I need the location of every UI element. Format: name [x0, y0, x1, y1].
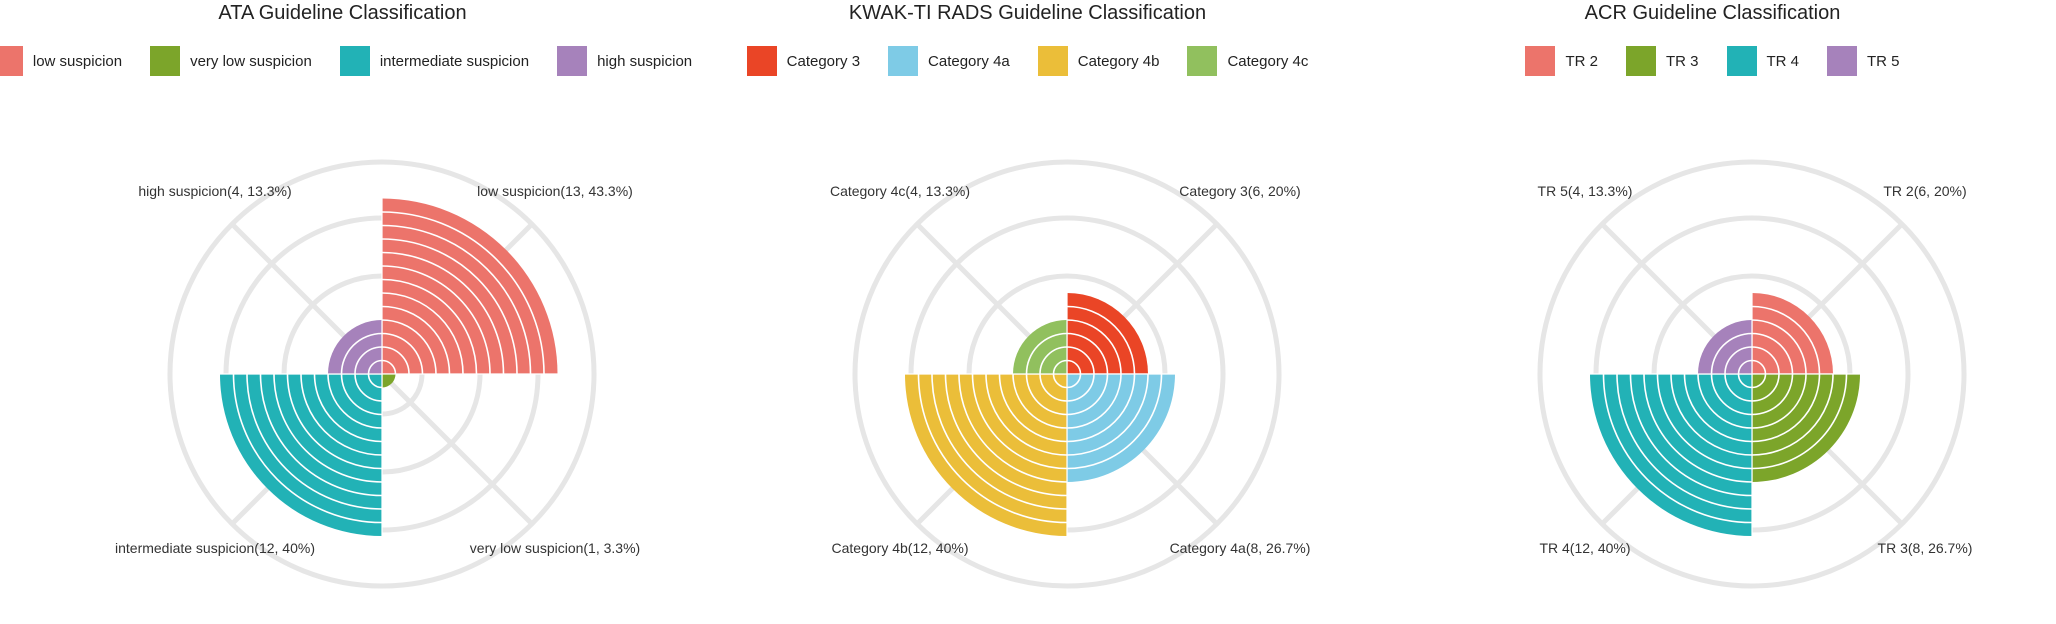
legend-swatch	[1525, 46, 1556, 76]
legend-swatch	[339, 46, 370, 76]
legend-label: very low suspicion	[190, 52, 312, 70]
slice-label: Category 3(6, 20%)	[1179, 183, 1300, 199]
legend-label: low suspicion	[32, 52, 123, 70]
slice-label: Category 4a(8, 26.7%)	[1170, 540, 1311, 556]
legend-item: low suspicion	[0, 46, 122, 76]
legend-swatch	[0, 46, 23, 76]
polar-wedge	[220, 373, 383, 536]
legend-label: high suspicion	[597, 52, 693, 70]
legend-swatch	[746, 46, 777, 76]
slice-label: low suspicion(13, 43.3%)	[477, 183, 633, 199]
slice-label: TR 5(4, 13.3%)	[1538, 183, 1633, 199]
legend-label: TR 4	[1766, 52, 1800, 70]
legend-swatch	[1187, 46, 1218, 76]
polar-wedge	[328, 320, 383, 375]
legend-item: Category 4c	[1187, 46, 1308, 76]
slice-label: TR 4(12, 40%)	[1539, 540, 1630, 556]
legend-item: Category 4a	[888, 46, 1010, 76]
legend-label: Category 4b	[1077, 52, 1160, 70]
grid-ring	[1537, 159, 1967, 589]
legend-label: TR 5	[1867, 52, 1900, 70]
slice-label: TR 3(8, 26.7%)	[1878, 540, 1973, 556]
polar-wedge	[1698, 320, 1753, 375]
legend-item: Category 4b	[1037, 46, 1160, 76]
panel-acr: ACR Guideline Classification TR 2 TR 3 T…	[1370, 0, 2055, 624]
legend-acr: TR 2 TR 3 TR 4 TR 5	[1370, 44, 2055, 78]
grid-ring	[852, 159, 1282, 589]
slice-label: high suspicion(4, 13.3%)	[138, 183, 291, 199]
polar-wedge	[1751, 293, 1833, 375]
slice-label: TR 2(6, 20%)	[1883, 183, 1966, 199]
chart-title-acr: ACR Guideline Classification	[1584, 2, 1841, 24]
polar-wedge	[1066, 373, 1175, 482]
panel-kwak: KWAK-TI RADS Guideline Classification Ca…	[685, 0, 1370, 624]
legend-item: TR 2	[1525, 46, 1598, 76]
panel-ata: ATA Guideline Classification low suspici…	[0, 0, 692, 624]
legend-item: very low suspicion	[150, 46, 312, 76]
legend-item: TR 3	[1625, 46, 1699, 76]
legend-swatch	[888, 46, 919, 76]
polar-wedge	[905, 373, 1068, 536]
legend-swatch	[1827, 46, 1858, 76]
polar-chart-kwak: Category 3(6, 20%) Category 4a(8, 26.7%) C…	[830, 159, 1311, 589]
legend-swatch	[1037, 46, 1068, 76]
legend-item: TR 5	[1827, 46, 1900, 76]
chart-title-kwak: KWAK-TI RADS Guideline Classification	[848, 2, 1207, 24]
polar-chart-acr: TR 2(6, 20%) TR 3(8, 26.7%) TR 4(12, 40%) T…	[1537, 159, 1973, 589]
legend-ata: low suspicion very low suspicion interme…	[0, 44, 692, 78]
legend-label: intermediate suspicion	[379, 52, 530, 70]
grid-ring	[167, 159, 597, 589]
polar-wedge	[1013, 320, 1068, 375]
slice-label: Category 4b(12, 40%)	[832, 540, 969, 556]
legend-label: Category 4a	[928, 52, 1010, 70]
legend-swatch	[1625, 46, 1656, 76]
legend-item: intermediate suspicion	[339, 46, 530, 76]
legend-item: Category 3	[746, 46, 861, 76]
slice-label: Category 4c(4, 13.3%)	[830, 183, 970, 199]
legend-label: TR 2	[1565, 52, 1598, 70]
grid-spoke	[380, 372, 534, 526]
legend-swatch	[150, 46, 181, 76]
legend-label: Category 4c	[1227, 52, 1309, 70]
legend-item: TR 4	[1726, 46, 1800, 76]
legend-swatch	[557, 46, 588, 76]
polar-wedge	[1751, 373, 1860, 482]
legend-swatch	[1726, 46, 1757, 76]
legend-label: Category 3	[786, 52, 861, 70]
legend-item: high suspicion	[557, 46, 692, 76]
polar-chart-ata: low suspicion(13, 43.3%) very low suspici…	[115, 159, 640, 589]
chart-title-ata: ATA Guideline Classification	[218, 2, 467, 24]
legend-kwak: Category 3 Category 4a Category 4b Categ…	[685, 44, 1370, 78]
legend-label: TR 3	[1665, 52, 1699, 70]
slice-label: intermediate suspicion(12, 40%)	[115, 540, 315, 556]
slice-label: very low suspicion(1, 3.3%)	[470, 540, 640, 556]
